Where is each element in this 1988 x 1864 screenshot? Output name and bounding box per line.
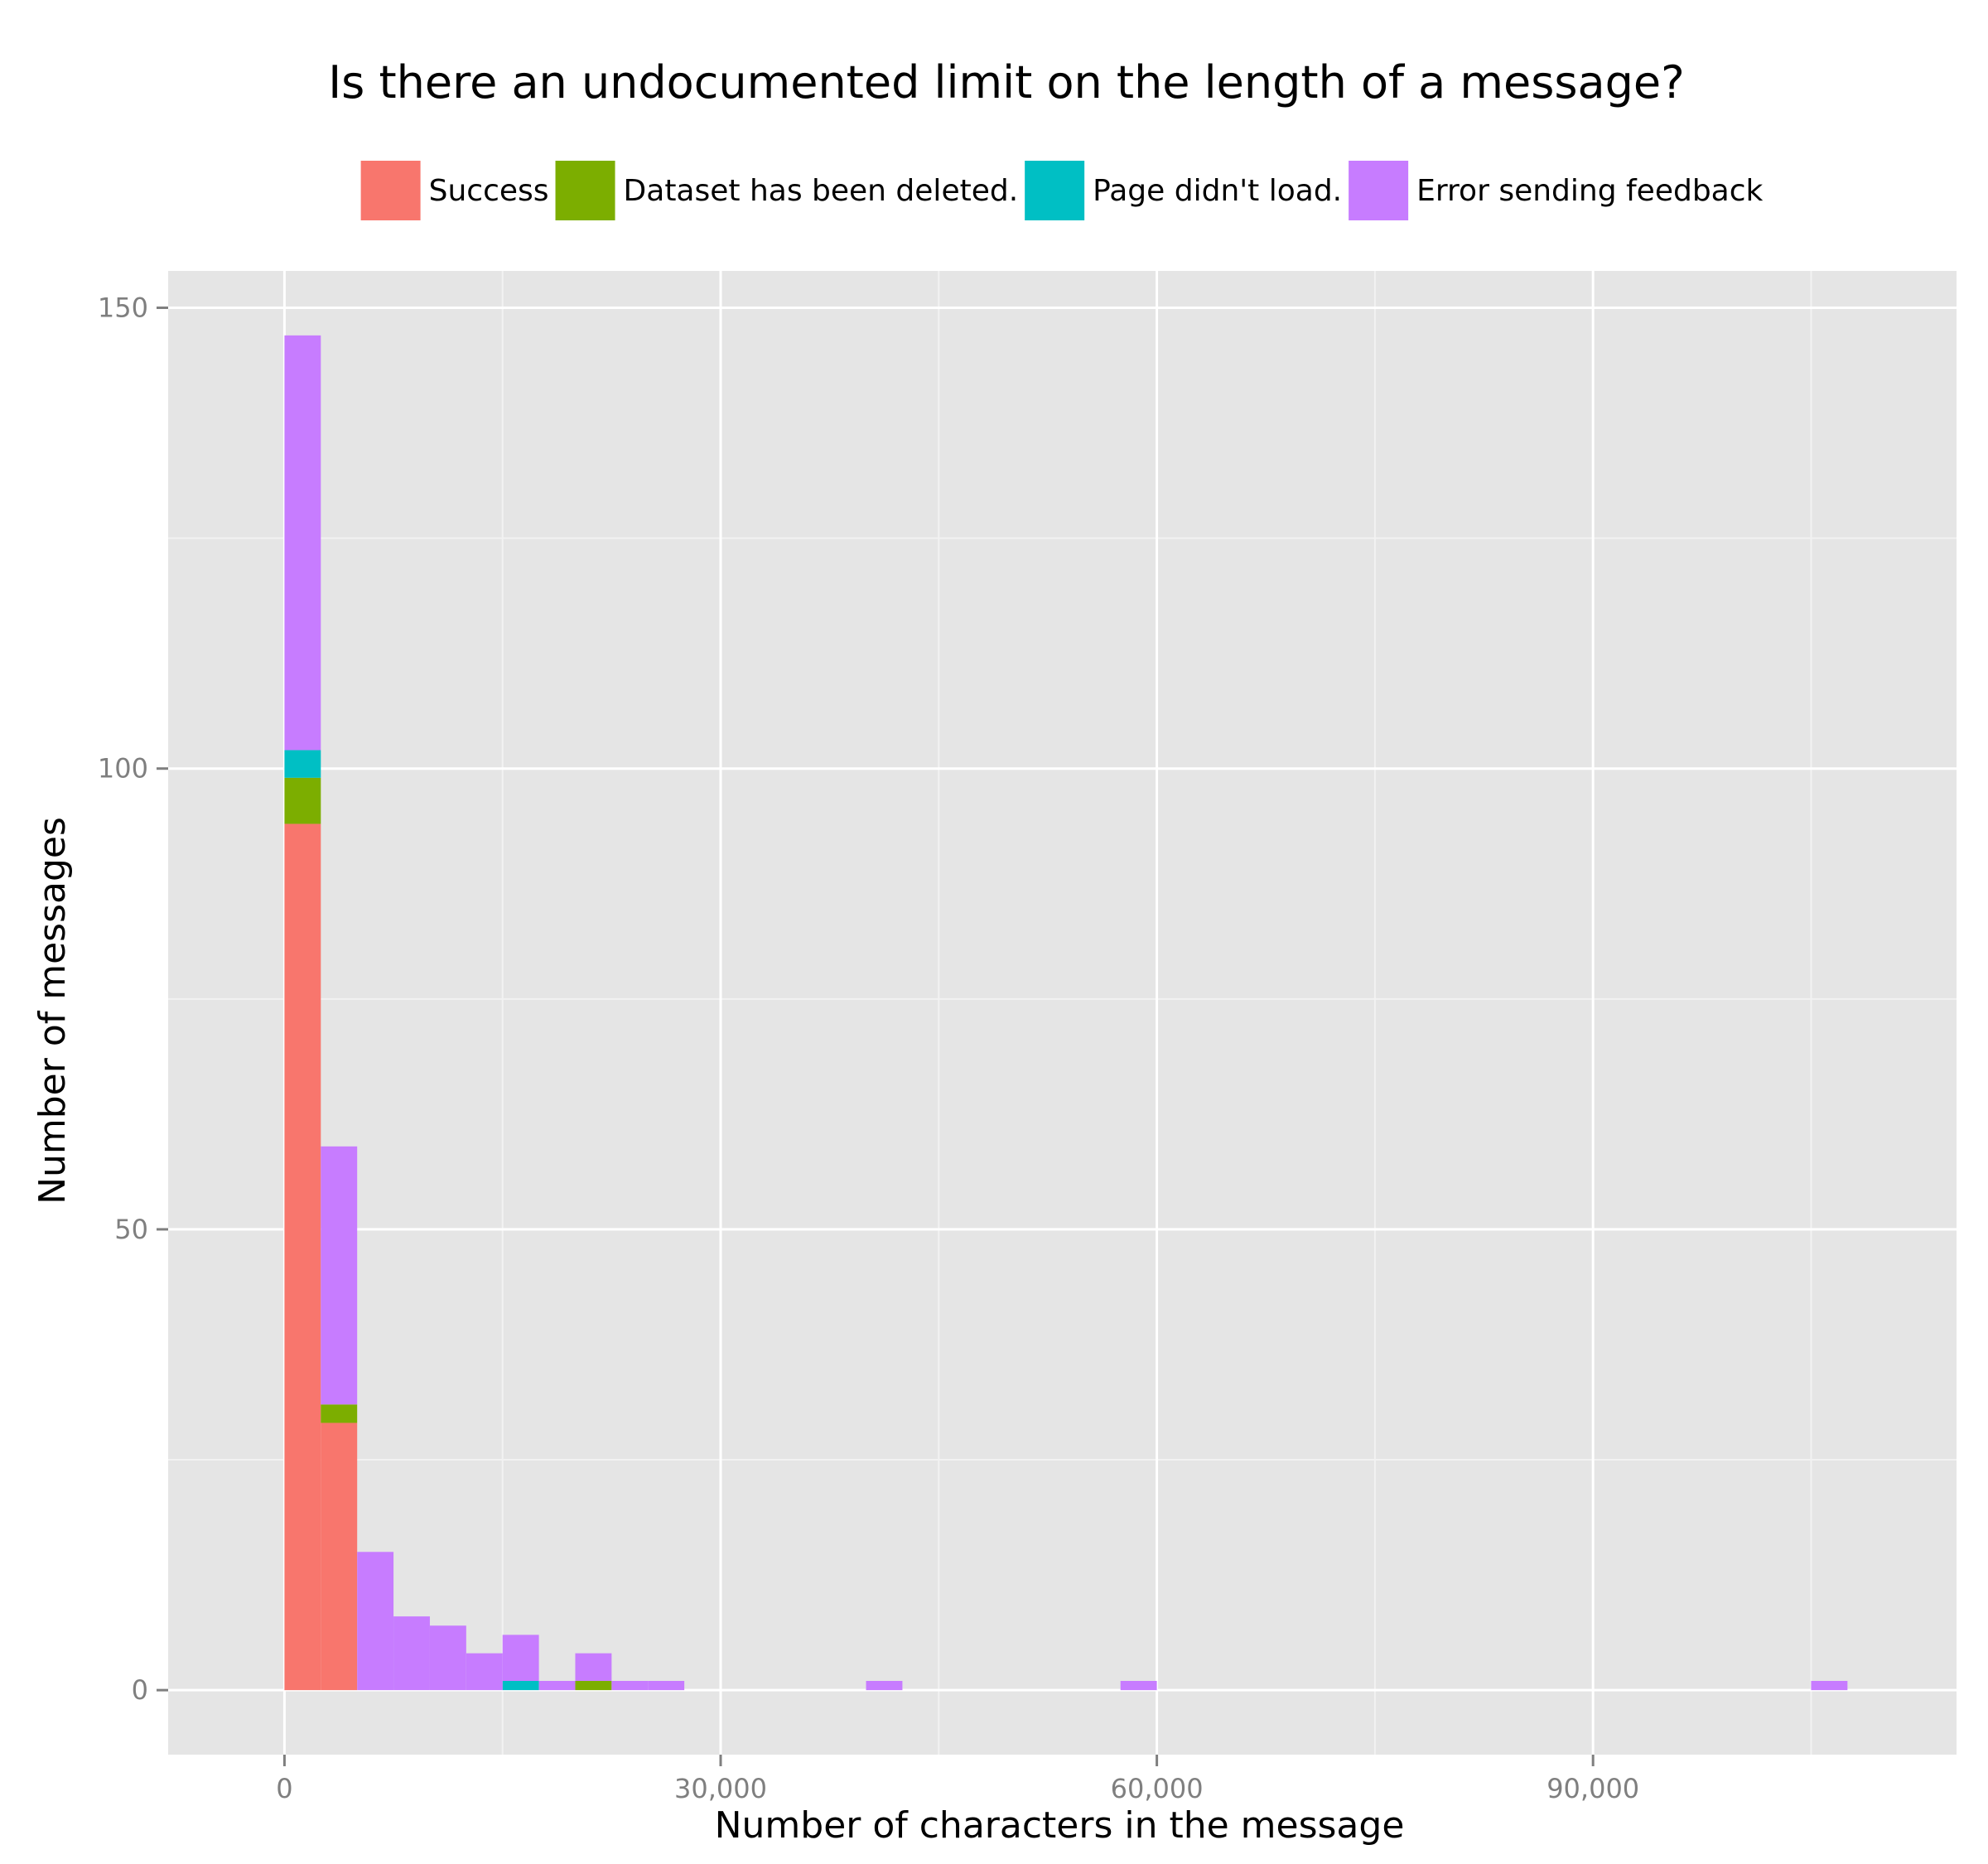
y-tick-label: 50 <box>114 1214 148 1245</box>
legend-key <box>360 161 421 220</box>
legend: Success Dataset has been deleted. Page did… <box>360 161 1764 220</box>
bar-segment-page-didn-t-load <box>284 750 321 778</box>
chart-title: Is there an undocumented limit on the le… <box>328 56 1685 109</box>
x-axis: 0 30,000 60,000 90,000 <box>276 1755 1639 1804</box>
bar-segment-error-sending-feedback <box>538 1681 576 1691</box>
bar-segment-error-sending-feedback <box>575 1653 612 1682</box>
bar-segment-error-sending-feedback <box>284 335 321 751</box>
legend-item: Error sending feedback <box>1349 161 1764 220</box>
x-tick-label: 60,000 <box>1111 1773 1204 1804</box>
legend-label: Error sending feedback <box>1416 174 1763 208</box>
bar-segment-error-sending-feedback <box>466 1653 503 1691</box>
legend-key <box>555 161 615 220</box>
bar-segment-error-sending-feedback <box>321 1146 358 1405</box>
x-tick-label: 30,000 <box>674 1773 767 1804</box>
x-tick-label: 0 <box>276 1773 292 1804</box>
bar-segment-error-sending-feedback <box>611 1681 649 1691</box>
bar-segment-error-sending-feedback <box>357 1552 394 1691</box>
y-tick-label: 0 <box>132 1674 148 1706</box>
legend-label: Dataset has been deleted. <box>624 174 1019 208</box>
y-tick-label: 100 <box>98 753 148 785</box>
bar-segment-dataset-has-been-deleted <box>284 777 321 824</box>
bar-segment-error-sending-feedback <box>1120 1681 1157 1691</box>
legend-item: Success <box>360 161 549 220</box>
bar-segment-error-sending-feedback <box>429 1625 466 1691</box>
bar-segment-error-sending-feedback <box>1811 1681 1848 1691</box>
legend-key <box>1349 161 1409 220</box>
legend-key <box>1025 161 1085 220</box>
bar-segment-error-sending-feedback <box>866 1681 903 1691</box>
legend-item: Page didn't load. <box>1025 161 1342 220</box>
x-axis-title: Number of characters in the message <box>715 1804 1405 1847</box>
bar-segment-dataset-has-been-deleted <box>575 1681 612 1691</box>
legend-label: Page didn't load. <box>1093 174 1342 208</box>
y-axis: 0 50 100 150 <box>98 292 168 1706</box>
legend-item: Dataset has been deleted. <box>555 161 1019 220</box>
bar-segment-success <box>284 823 321 1691</box>
plot-panel <box>168 271 1957 1755</box>
x-tick-label: 90,000 <box>1546 1773 1639 1804</box>
bar-segment-error-sending-feedback <box>393 1616 430 1691</box>
bar-segment-success <box>321 1422 358 1691</box>
bar-segment-dataset-has-been-deleted <box>321 1404 358 1423</box>
bar-segment-page-didn-t-load <box>502 1681 539 1691</box>
bar-segment-error-sending-feedback <box>502 1635 539 1682</box>
minor-gridlines <box>168 271 1957 1755</box>
histogram-bars <box>284 335 1848 1691</box>
legend-label: Success <box>429 174 549 208</box>
y-tick-label: 150 <box>98 292 148 323</box>
bar-segment-error-sending-feedback <box>648 1681 685 1691</box>
y-axis-title: Number of messages <box>31 817 74 1205</box>
